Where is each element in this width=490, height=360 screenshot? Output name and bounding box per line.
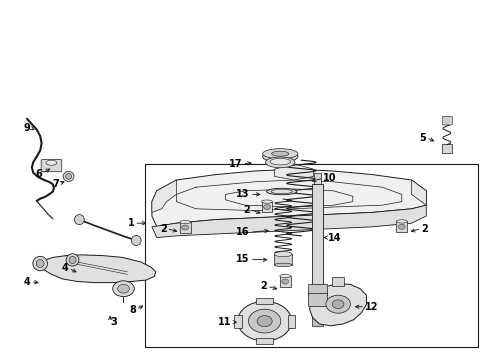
Bar	[262, 202, 272, 212]
Polygon shape	[152, 205, 426, 238]
Ellipse shape	[271, 151, 289, 156]
Ellipse shape	[280, 274, 291, 278]
Text: 1: 1	[127, 218, 134, 228]
Circle shape	[238, 301, 292, 341]
Text: 12: 12	[365, 302, 379, 312]
Ellipse shape	[263, 151, 298, 162]
Ellipse shape	[270, 158, 291, 165]
Polygon shape	[310, 284, 367, 326]
Circle shape	[257, 316, 272, 327]
Polygon shape	[412, 180, 426, 205]
Text: 11: 11	[218, 317, 232, 327]
Bar	[308, 284, 327, 295]
Polygon shape	[38, 255, 156, 283]
Text: 4: 4	[62, 263, 69, 273]
FancyBboxPatch shape	[442, 116, 452, 125]
Text: 3: 3	[110, 317, 117, 327]
Bar	[314, 173, 321, 218]
Text: 16: 16	[236, 227, 250, 237]
Text: 2: 2	[243, 204, 250, 215]
Circle shape	[282, 279, 289, 284]
Polygon shape	[152, 180, 176, 212]
Bar	[396, 221, 407, 232]
Text: 2: 2	[260, 281, 267, 291]
Ellipse shape	[396, 220, 407, 223]
Ellipse shape	[69, 256, 76, 264]
Bar	[234, 315, 242, 328]
Ellipse shape	[66, 174, 72, 179]
Text: 15: 15	[236, 254, 250, 264]
Text: 13: 13	[236, 189, 250, 199]
Bar	[312, 304, 323, 326]
Bar	[256, 298, 273, 304]
Ellipse shape	[262, 200, 272, 203]
Circle shape	[113, 281, 134, 297]
Circle shape	[248, 309, 281, 333]
Ellipse shape	[66, 254, 79, 266]
Polygon shape	[152, 169, 426, 227]
Ellipse shape	[36, 260, 44, 267]
Ellipse shape	[46, 160, 57, 165]
Bar	[145, 164, 478, 347]
Text: 9: 9	[24, 123, 30, 133]
Circle shape	[398, 224, 405, 229]
Bar	[312, 184, 323, 295]
Circle shape	[326, 295, 350, 313]
Ellipse shape	[263, 149, 298, 159]
Bar	[280, 276, 291, 287]
Ellipse shape	[274, 263, 292, 267]
Circle shape	[182, 225, 189, 230]
Text: 14: 14	[328, 233, 342, 243]
Circle shape	[332, 300, 344, 309]
Ellipse shape	[180, 220, 191, 224]
Bar	[274, 254, 292, 265]
Text: 17: 17	[229, 159, 243, 169]
Ellipse shape	[274, 252, 292, 257]
Ellipse shape	[266, 157, 295, 168]
Text: 7: 7	[52, 179, 59, 189]
Text: 4: 4	[24, 276, 31, 287]
Bar	[288, 315, 295, 328]
Bar	[180, 222, 191, 233]
Bar	[308, 293, 327, 306]
Text: 2: 2	[421, 224, 428, 234]
Ellipse shape	[131, 235, 141, 246]
Polygon shape	[274, 164, 314, 180]
Text: 2: 2	[160, 224, 167, 234]
Text: 8: 8	[129, 305, 136, 315]
Bar	[332, 277, 344, 286]
Circle shape	[118, 284, 129, 293]
Text: 5: 5	[419, 132, 426, 143]
Ellipse shape	[63, 171, 74, 181]
Bar	[256, 338, 273, 344]
Bar	[442, 144, 452, 153]
Text: 10: 10	[323, 173, 337, 183]
FancyBboxPatch shape	[41, 159, 62, 172]
Ellipse shape	[74, 215, 84, 225]
Ellipse shape	[271, 189, 293, 194]
Ellipse shape	[33, 256, 48, 271]
Circle shape	[264, 204, 270, 210]
Ellipse shape	[267, 188, 297, 195]
Text: 6: 6	[35, 168, 42, 179]
